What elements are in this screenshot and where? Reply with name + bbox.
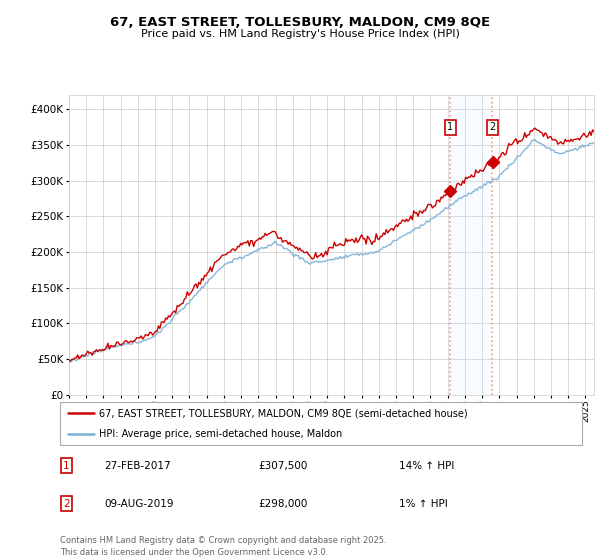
Text: 2: 2 xyxy=(490,122,496,132)
Text: HPI: Average price, semi-detached house, Maldon: HPI: Average price, semi-detached house,… xyxy=(99,430,343,439)
Text: 1: 1 xyxy=(447,122,454,132)
Text: Price paid vs. HM Land Registry's House Price Index (HPI): Price paid vs. HM Land Registry's House … xyxy=(140,29,460,39)
Text: 67, EAST STREET, TOLLESBURY, MALDON, CM9 8QE: 67, EAST STREET, TOLLESBURY, MALDON, CM9… xyxy=(110,16,490,29)
FancyBboxPatch shape xyxy=(60,402,582,445)
Text: 67, EAST STREET, TOLLESBURY, MALDON, CM9 8QE (semi-detached house): 67, EAST STREET, TOLLESBURY, MALDON, CM9… xyxy=(99,408,468,418)
Text: Contains HM Land Registry data © Crown copyright and database right 2025.
This d: Contains HM Land Registry data © Crown c… xyxy=(60,536,386,557)
Text: 2: 2 xyxy=(63,498,70,508)
Text: 1: 1 xyxy=(63,461,70,471)
Text: 27-FEB-2017: 27-FEB-2017 xyxy=(104,461,171,471)
Text: 09-AUG-2019: 09-AUG-2019 xyxy=(104,498,174,508)
Text: 14% ↑ HPI: 14% ↑ HPI xyxy=(400,461,455,471)
Bar xyxy=(450,95,493,395)
Text: 1% ↑ HPI: 1% ↑ HPI xyxy=(400,498,448,508)
Text: £307,500: £307,500 xyxy=(259,461,308,471)
Text: £298,000: £298,000 xyxy=(259,498,308,508)
